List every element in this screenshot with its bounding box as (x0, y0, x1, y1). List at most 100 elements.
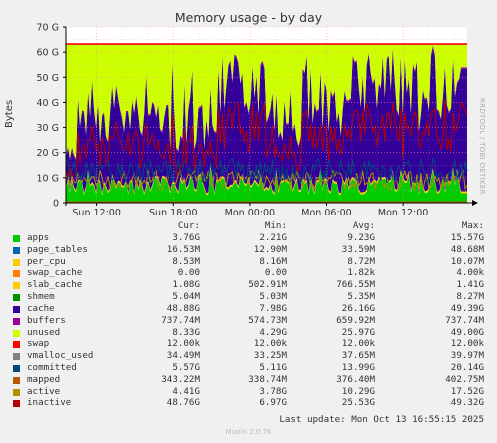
legend-min: 12.90M (253, 243, 287, 255)
legend-min: 7.98G (259, 302, 287, 314)
legend-max: 39.97M (450, 350, 484, 362)
y-tick-label: 30 G (37, 123, 59, 134)
x-tick-label: Mon 00:00 (225, 208, 275, 215)
legend-avg: 659.92M (336, 314, 375, 326)
y-tick-label: 60 G (37, 48, 59, 59)
legend-swatch (13, 376, 20, 384)
legend-swatch (13, 341, 20, 349)
legend-min: 338.74M (248, 373, 287, 385)
legend-row-active: active 4.41G 3.78G 10.29G 17.52G (0, 386, 497, 398)
y-tick-label: 70 G (37, 23, 59, 34)
legend-swatch (13, 294, 20, 302)
legend-max: 20.14G (450, 362, 484, 374)
legend-min: 2.21G (259, 232, 287, 243)
legend-min: 502.91M (248, 279, 287, 291)
legend-max: 49.00G (450, 326, 484, 338)
legend-min: 574.73M (248, 314, 287, 326)
legend-avg: 766.55M (336, 279, 375, 291)
chart-title: Memory usage - by day (174, 10, 323, 25)
legend-cur: 5.04M (172, 291, 200, 303)
area-cache (66, 46, 467, 194)
legend-max: 48.68M (450, 243, 484, 255)
legend-min: 0.00 (264, 267, 287, 279)
legend-avg: 10.29G (341, 385, 375, 397)
y-tick-label: 50 G (37, 73, 59, 84)
x-tick-label: Sun 12:00 (72, 208, 120, 215)
legend-name: mapped (27, 373, 61, 385)
legend-row-committed: committed 5.57G 5.11G 13.99G 20.14G (0, 362, 497, 374)
legend-row-apps: apps 3.76G 2.21G 9.23G 15.57G (0, 232, 497, 244)
legend-max: 15.57G (450, 232, 484, 243)
legend-row-inactive: inactive 48.76G 6.97G 25.53G 49.32G (0, 397, 497, 409)
legend-swatch (13, 365, 20, 373)
legend-name: unused (27, 326, 61, 338)
legend-avg: 9.23G (347, 232, 375, 243)
x-axis-arrow (472, 200, 478, 206)
legend-swatch (13, 353, 20, 361)
legend-name: vmalloc_used (27, 350, 94, 362)
legend-name: page_tables (27, 243, 88, 255)
legend-avg: 5.35M (347, 291, 375, 303)
grid-lines (66, 26, 467, 203)
legend-avg: 13.99G (341, 362, 375, 374)
legend-min: 6.97G (259, 397, 287, 409)
x-tick-label: Sun 18:00 (149, 208, 197, 215)
legend-swatch (13, 400, 20, 408)
legend-avg: 33.59M (341, 243, 375, 255)
legend-cur: 5.57G (172, 362, 200, 374)
last-update: Last update: Mon Oct 13 16:55:15 2025 (279, 414, 484, 425)
legend-avg: 12.00k (341, 338, 375, 350)
legend-avg: 25.97G (341, 326, 375, 338)
legend-swatch (13, 388, 20, 396)
legend-name: active (27, 385, 61, 397)
legend-max: 17.52G (450, 385, 484, 397)
x-tick-label: Mon 12:00 (378, 208, 428, 215)
legend-name: committed (27, 362, 77, 374)
legend-swatch (13, 246, 20, 254)
legend-cur: 48.76G (166, 397, 200, 409)
legend-row-buffers: buffers 737.74M 574.73M 659.92M 737.74M (0, 315, 497, 327)
legend-name: apps (27, 232, 50, 243)
legend-avg: 37.65M (341, 350, 375, 362)
legend-swatch (13, 270, 20, 278)
legend-max: 8.27M (456, 291, 484, 303)
legend-max: 10.07M (450, 255, 484, 267)
memory-chart: 010 G20 G30 G40 G50 G60 G70 G Sun 12:00 S… (37, 23, 478, 215)
legend-avg: 376.40M (336, 373, 375, 385)
legend-min: 12.00k (253, 338, 287, 350)
legend-swatch (13, 235, 20, 242)
legend-min: 5.03M (259, 291, 287, 303)
legend-cur: 4.41G (172, 385, 200, 397)
y-axis-ticks: 0 10 G 20 G 30 G 40 G 50 G 60 G 70 G (37, 23, 66, 210)
y-tick-label: 10 G (37, 173, 59, 184)
legend-name: slab_cache (27, 279, 83, 291)
line-series (65, 99, 468, 203)
legend-max: 402.75M (445, 373, 484, 385)
area-unused (66, 44, 467, 159)
legend-cur: 737.74M (161, 314, 200, 326)
x-axis-ticks: Sun 12:00 Sun 18:00 Mon 00:00 Mon 06:00 Mon … (72, 203, 428, 215)
legend-cur: 3.76G (172, 232, 200, 243)
legend-avg: 1.82k (347, 267, 375, 279)
legend-name: cache (27, 302, 55, 314)
y-tick-label: 0 (53, 199, 59, 210)
legend-max: 49.39G (450, 302, 484, 314)
legend-cur: 343.22M (161, 373, 200, 385)
legend-min: 3.78G (259, 385, 287, 397)
legend-name: inactive (27, 397, 72, 409)
legend-avg: 25.53G (341, 397, 375, 409)
legend-row-page-tables: page_tables 16.53M 12.90M 33.59M 48.68M (0, 244, 497, 256)
legend-cur: 16.53M (166, 243, 200, 255)
header-cur: Cur: (177, 220, 200, 231)
active-line (65, 169, 468, 192)
legend-cur: 34.49M (166, 350, 200, 362)
area-apps (66, 167, 467, 203)
legend-max: 49.32G (450, 397, 484, 409)
munin-version: Munin 2.0.76 (225, 428, 272, 436)
legend-swatch (13, 305, 20, 313)
legend-cur: 0.00 (177, 267, 200, 279)
legend-swatch (13, 317, 20, 325)
legend-row-shmem: shmem 5.04M 5.03M 5.35M 8.27M (0, 291, 497, 303)
legend-header: Cur: Min: Avg: Max: (0, 220, 497, 232)
x-tick-label: Mon 06:00 (301, 208, 351, 215)
